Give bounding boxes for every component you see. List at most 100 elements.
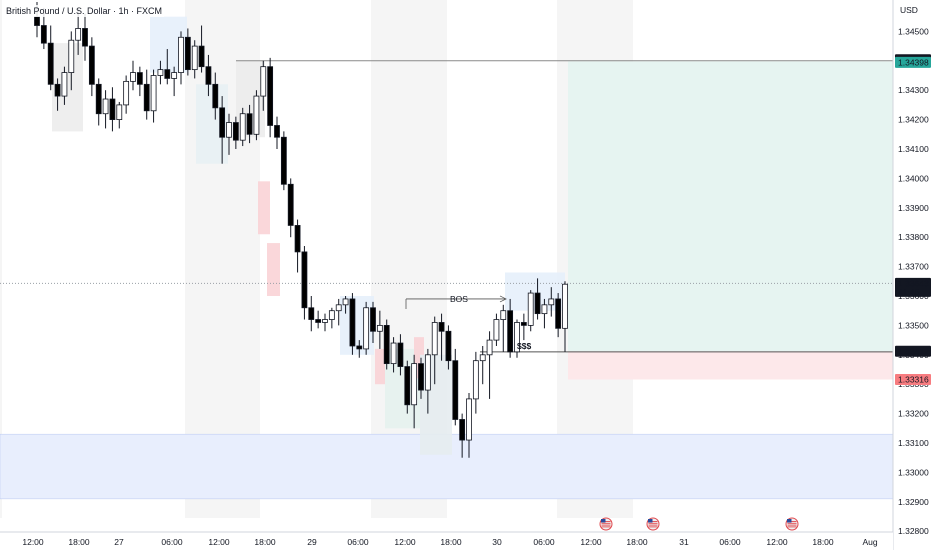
order-block-zone: [414, 337, 424, 379]
candle: [342, 296, 349, 314]
candle-body: [88, 45, 95, 85]
candle: [397, 334, 404, 376]
candle-body: [520, 322, 527, 326]
candle-body: [424, 354, 431, 391]
candle-body: [411, 363, 418, 406]
candle: [164, 49, 171, 85]
candle-body: [541, 304, 548, 315]
candles-layer: [34, 1, 568, 458]
candle-body: [404, 366, 411, 406]
candle-body: [95, 83, 102, 115]
y-tick-label: 1.32800: [898, 526, 929, 536]
x-tick-label: 18:00: [440, 537, 462, 547]
x-tick-label: 06:00: [347, 537, 369, 547]
candle: [466, 393, 472, 458]
annotations-layer: BOS $$$: [450, 294, 531, 351]
candle: [548, 287, 555, 317]
candle: [260, 60, 267, 111]
candle-body: [61, 72, 68, 97]
candle-body: [383, 324, 390, 365]
candle-body: [514, 322, 520, 353]
candle-body: [198, 45, 205, 68]
price-badge-text: 1.34398: [898, 57, 929, 67]
candle: [219, 96, 226, 164]
order-block-zone: [267, 243, 280, 296]
candle-body: [280, 136, 287, 185]
candle-body: [253, 95, 260, 135]
y-tick-label: 1.33000: [898, 467, 929, 477]
candle-body: [356, 345, 363, 350]
candle: [459, 413, 466, 458]
candle-body: [390, 342, 397, 365]
x-tick-label: 30: [492, 537, 502, 547]
candle: [157, 60, 164, 85]
candle: [82, 13, 88, 61]
candle: [438, 313, 445, 361]
candle-body: [102, 98, 109, 115]
candle: [534, 278, 541, 320]
candle-body: [472, 360, 479, 400]
candle: [383, 319, 390, 370]
candle: [404, 360, 411, 414]
candle-body: [322, 319, 328, 323]
loss-zone: [568, 351, 893, 380]
candle-body: [116, 104, 123, 121]
candle-body: [486, 339, 493, 356]
candle: [493, 313, 500, 346]
candle-body: [191, 45, 198, 71]
price-axis-bg: [893, 0, 932, 550]
candle: [445, 325, 452, 370]
candle: [555, 293, 562, 338]
candle-body: [171, 72, 178, 79]
candle: [376, 310, 383, 349]
price-badge-target: 1.34398: [895, 56, 931, 68]
candle-body: [75, 28, 82, 41]
candle-body: [370, 307, 376, 332]
candle: [418, 357, 424, 399]
candle: [424, 348, 431, 414]
candle-body: [232, 122, 239, 141]
order-block-zone: [258, 181, 270, 235]
y-tick-label: 1.33500: [898, 320, 929, 330]
countdown-text: 41:45: [898, 287, 920, 297]
candle-body: [34, 16, 40, 26]
y-tick-label: 1.33200: [898, 409, 929, 419]
x-tick-label: 29: [307, 537, 317, 547]
candle-body: [342, 298, 349, 306]
candle: [88, 37, 95, 97]
candle: [198, 25, 205, 73]
candle: [246, 104, 253, 144]
candle-body: [349, 298, 356, 347]
y-tick-label: 1.34300: [898, 85, 929, 95]
bos-label: BOS: [450, 294, 468, 304]
candle: [274, 116, 280, 149]
x-tick-label: 06:00: [533, 537, 555, 547]
candle: [479, 345, 486, 385]
x-tick-label: 18:00: [68, 537, 90, 547]
candle-body: [500, 310, 507, 320]
candle-body: [136, 72, 143, 85]
candle: [191, 40, 198, 79]
x-tick-label: Aug: [862, 537, 877, 547]
candle-body: [267, 66, 274, 126]
candle-body: [438, 322, 445, 332]
candle: [500, 304, 507, 352]
candle: [205, 54, 212, 97]
candle-body: [507, 310, 514, 353]
x-tick-label: 31: [679, 537, 689, 547]
candle: [370, 301, 376, 344]
x-tick-label: 12:00: [394, 537, 416, 547]
candle-body: [493, 319, 500, 341]
candle-body: [239, 113, 246, 141]
x-tick-label: 18:00: [626, 537, 648, 547]
candle: [431, 316, 438, 385]
y-tick-label: 1.34000: [898, 173, 929, 183]
candle-body: [555, 298, 562, 329]
candle: [212, 72, 219, 120]
candle: [116, 101, 123, 129]
profit-zone: [568, 61, 893, 352]
y-tick-label: 1.34100: [898, 144, 929, 154]
candle-body: [150, 75, 157, 112]
candle: [363, 301, 370, 355]
